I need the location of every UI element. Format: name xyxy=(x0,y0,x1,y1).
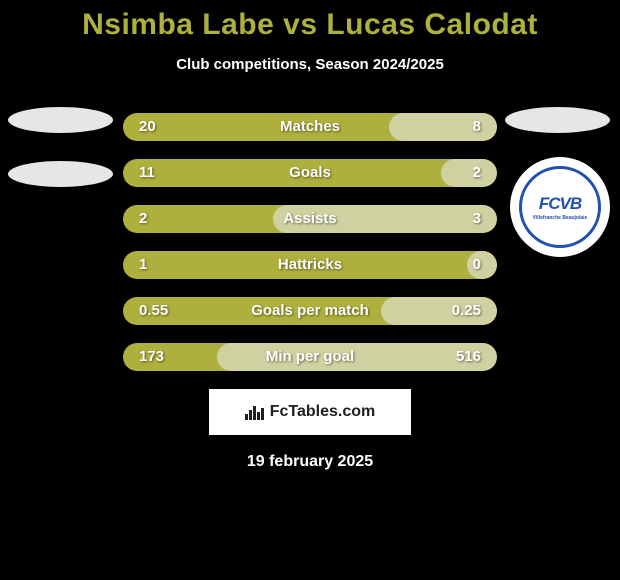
bars-section: FCVB Villefranche Beaujolais 20Matches81… xyxy=(0,113,620,371)
right-player-placeholder xyxy=(505,107,610,161)
comparison-subtitle: Club competitions, Season 2024/2025 xyxy=(0,56,620,73)
stat-label: Min per goal xyxy=(123,343,497,371)
stat-right-value: 8 xyxy=(473,113,481,141)
comparison-title: Nsimba Labe vs Lucas Calodat xyxy=(0,0,620,42)
stat-right-value: 3 xyxy=(473,205,481,233)
club-badge-text: FCVB xyxy=(539,194,581,214)
bar-chart-icon xyxy=(245,404,265,420)
stat-bar: 11Goals2 xyxy=(123,159,497,187)
comparison-infographic: Nsimba Labe vs Lucas Calodat Club compet… xyxy=(0,0,620,580)
stat-label: Matches xyxy=(123,113,497,141)
stat-bar: 20Matches8 xyxy=(123,113,497,141)
left-player-placeholder xyxy=(8,107,113,215)
stat-label: Goals xyxy=(123,159,497,187)
date-line: 19 february 2025 xyxy=(0,453,620,471)
stat-label: Hattricks xyxy=(123,251,497,279)
stat-label: Assists xyxy=(123,205,497,233)
stat-right-value: 0 xyxy=(473,251,481,279)
stat-bar: 173Min per goal516 xyxy=(123,343,497,371)
player-club-placeholder xyxy=(8,161,113,187)
stat-right-value: 0.25 xyxy=(452,297,481,325)
club-badge-sub: Villefranche Beaujolais xyxy=(533,215,588,221)
right-club-badge: FCVB Villefranche Beaujolais xyxy=(510,157,610,257)
branding-box: FcTables.com xyxy=(209,389,411,435)
stat-label: Goals per match xyxy=(123,297,497,325)
player-photo-placeholder xyxy=(8,107,113,133)
stat-right-value: 2 xyxy=(473,159,481,187)
stat-right-value: 516 xyxy=(456,343,481,371)
stat-bars: 20Matches811Goals22Assists31Hattricks00.… xyxy=(123,113,497,371)
branding-text: FcTables.com xyxy=(270,403,376,421)
club-badge-ring: FCVB Villefranche Beaujolais xyxy=(519,166,601,248)
stat-bar: 1Hattricks0 xyxy=(123,251,497,279)
stat-bar: 0.55Goals per match0.25 xyxy=(123,297,497,325)
stat-bar: 2Assists3 xyxy=(123,205,497,233)
player-photo-placeholder xyxy=(505,107,610,133)
